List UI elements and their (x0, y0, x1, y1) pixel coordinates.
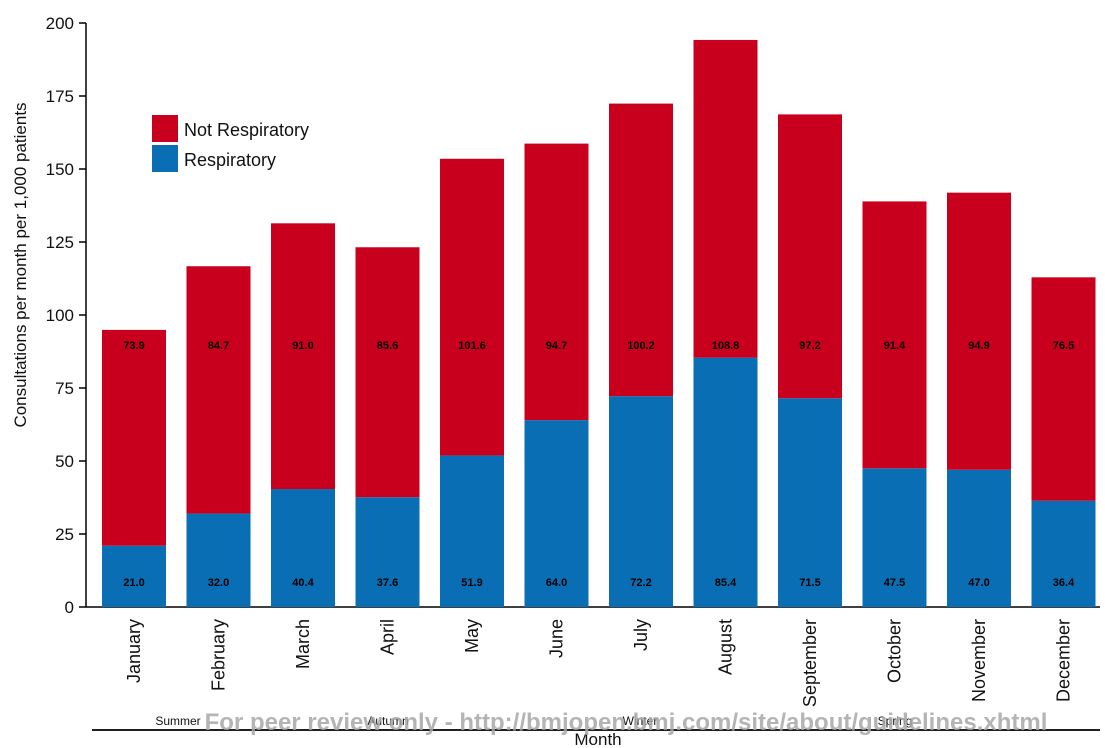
bar-not-respiratory-december (1031, 277, 1096, 501)
bar-not-respiratory-february (186, 266, 251, 514)
x-axis-title: Month (574, 730, 621, 748)
bar-not-respiratory-august (693, 39, 758, 358)
legend-label-respiratory: Respiratory (184, 150, 276, 170)
bar-not-respiratory-june (524, 143, 589, 421)
bar-not-respiratory-april (355, 247, 420, 498)
x-tick-label-may: May (462, 619, 482, 653)
bar-respiratory-may (440, 455, 504, 607)
x-axis-labels: January February March April May June July Augu… (124, 619, 1074, 707)
data-label-not-respiratory-february: 84.7 (208, 340, 229, 352)
season-label-autumn: Autumn (367, 714, 408, 728)
data-label-respiratory-january: 21.0 (123, 577, 144, 589)
y-tick-label-0: 0 (65, 598, 74, 617)
season-label-summer: Summer (155, 714, 200, 728)
data-label-respiratory-june: 64.0 (546, 577, 567, 589)
data-label-not-respiratory-april: 85.6 (377, 340, 398, 352)
data-label-respiratory-july: 72.2 (630, 577, 651, 589)
data-label-not-respiratory-may: 101.6 (458, 340, 486, 352)
legend-label-not-respiratory: Not Respiratory (184, 120, 309, 140)
bar-not-respiratory-october (862, 201, 927, 469)
data-label-respiratory-november: 47.0 (968, 577, 989, 589)
x-tick-label-january: January (124, 619, 144, 683)
y-tick-label-50: 50 (55, 452, 74, 471)
data-label-respiratory-october: 47.5 (884, 577, 905, 589)
data-label-not-respiratory-january: 73.9 (123, 340, 144, 352)
bar-respiratory-july (609, 396, 673, 607)
x-tick-label-december: December (1054, 619, 1074, 702)
bar-respiratory-november (947, 469, 1011, 607)
legend: Not Respiratory Respiratory (152, 115, 309, 172)
x-tick-label-october: October (885, 619, 905, 683)
data-label-not-respiratory-march: 91.0 (292, 340, 313, 352)
bar-not-respiratory-march (271, 223, 335, 490)
season-labels: Summer Autumn Winter Spring (155, 714, 912, 728)
bar-not-respiratory-september (778, 114, 842, 399)
x-tick-label-july: July (631, 619, 651, 651)
bar-respiratory-june (524, 420, 589, 607)
bars (102, 39, 1096, 607)
data-label-respiratory-september: 71.5 (799, 577, 820, 589)
y-tick-label-200: 200 (46, 14, 74, 33)
watermark: For peer review only - http://bmjopen.bm… (205, 709, 1048, 736)
data-label-not-respiratory-july: 100.2 (627, 340, 655, 352)
data-label-not-respiratory-june: 94.7 (546, 340, 567, 352)
x-tick-label-march: March (293, 619, 313, 669)
season-label-winter: Winter (623, 714, 658, 728)
y-tick-label-100: 100 (46, 306, 74, 325)
y-axis: 0 25 50 75 100 125 150 175 200 (46, 14, 1100, 617)
y-tick-label-25: 25 (55, 525, 74, 544)
x-tick-label-june: June (547, 619, 567, 658)
y-tick-label-150: 150 (46, 160, 74, 179)
bar-respiratory-march (271, 489, 335, 607)
data-labels: 21.0 73.9 32.0 84.7 40.4 91.0 37.6 85.6 51.9 101.… (123, 340, 1075, 589)
bar-not-respiratory-may (440, 158, 504, 456)
x-tick-label-february: February (209, 619, 229, 691)
bar-not-respiratory-november (947, 192, 1011, 470)
data-label-respiratory-august: 85.4 (715, 577, 737, 589)
x-tick-label-august: August (716, 619, 736, 675)
data-label-not-respiratory-december: 76.5 (1053, 340, 1074, 352)
y-tick-label-125: 125 (46, 233, 74, 252)
bar-respiratory-september (778, 398, 842, 607)
y-axis-title: Consultations per month per 1,000 patien… (11, 102, 30, 427)
bar-respiratory-february (186, 513, 251, 607)
bar-respiratory-january (102, 545, 166, 607)
bar-respiratory-october (862, 468, 927, 607)
season-label-spring: Spring (878, 714, 913, 728)
bar-respiratory-april (355, 497, 420, 607)
bar-respiratory-august (693, 357, 758, 607)
y-tick-label-175: 175 (46, 87, 74, 106)
data-label-respiratory-may: 51.9 (461, 577, 482, 589)
x-tick-label-november: November (969, 619, 989, 702)
bar-not-respiratory-july (609, 103, 673, 397)
data-label-not-respiratory-august: 108.8 (712, 340, 740, 352)
data-label-not-respiratory-september: 97.2 (799, 340, 820, 352)
legend-swatch-not-respiratory (152, 115, 178, 142)
legend-swatch-respiratory (152, 145, 178, 172)
data-label-respiratory-march: 40.4 (292, 577, 314, 589)
data-label-not-respiratory-october: 91.4 (884, 340, 906, 352)
x-tick-label-september: September (800, 619, 820, 707)
data-label-not-respiratory-november: 94.9 (968, 340, 989, 352)
x-tick-label-april: April (378, 619, 398, 655)
data-label-respiratory-december: 36.4 (1053, 577, 1075, 589)
data-label-respiratory-april: 37.6 (377, 577, 398, 589)
y-tick-label-75: 75 (55, 379, 74, 398)
bar-respiratory-december (1031, 500, 1096, 607)
data-label-respiratory-february: 32.0 (208, 577, 229, 589)
bar-not-respiratory-january (102, 329, 166, 546)
